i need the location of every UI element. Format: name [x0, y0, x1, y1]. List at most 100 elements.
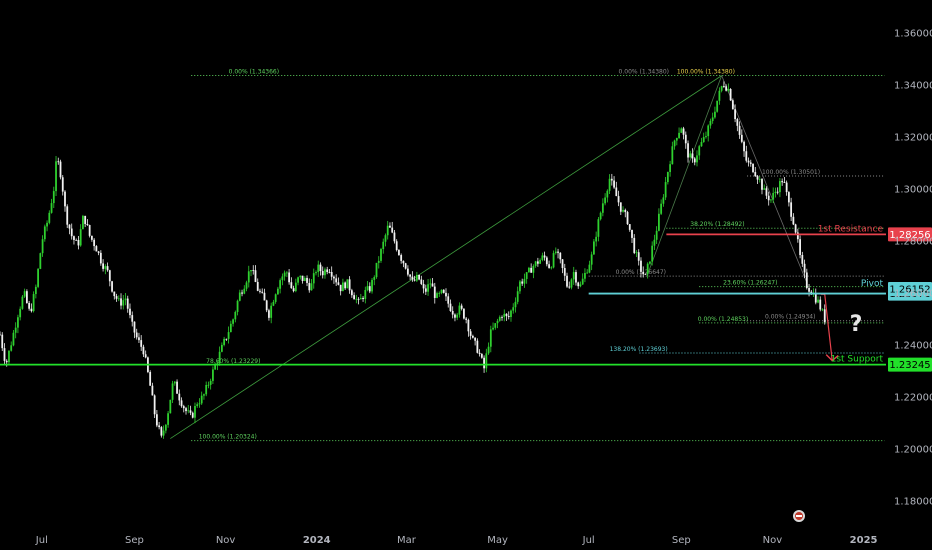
candle-body — [687, 143, 689, 158]
candle-body — [691, 153, 694, 159]
annotations: ? — [793, 312, 862, 522]
candle-body — [536, 261, 539, 264]
candle-body — [404, 263, 407, 269]
trend-line — [170, 75, 722, 439]
candle-body — [55, 161, 57, 192]
candle-body — [790, 202, 793, 217]
candle-body — [61, 177, 64, 192]
candle-body — [617, 196, 620, 203]
candle-body — [164, 424, 167, 431]
candle-body — [8, 350, 10, 363]
candle-body — [586, 272, 589, 274]
candle-body — [705, 136, 707, 138]
candle-body — [557, 251, 559, 253]
candle-body — [353, 295, 356, 300]
x-tick-label: Nov — [216, 535, 236, 546]
candle-body — [465, 318, 468, 320]
candle-body — [575, 272, 577, 283]
candle-body — [413, 279, 416, 281]
candle-body — [395, 241, 398, 251]
candle-body — [803, 263, 806, 273]
candle-body — [626, 212, 629, 225]
candle-body — [601, 203, 604, 213]
candle-body — [781, 181, 784, 183]
candle-body — [131, 315, 134, 322]
fib-label: 138.20% (1.23693) — [610, 346, 668, 353]
candle-body — [138, 337, 140, 341]
candle-body — [801, 254, 804, 264]
candle-body — [808, 288, 810, 292]
candle-body — [420, 279, 423, 284]
candle-body — [411, 276, 414, 280]
candle-body — [519, 281, 521, 292]
y-tick-label: 1.18000 — [894, 497, 932, 508]
level-label: 1st Support — [831, 355, 884, 365]
candle-body — [384, 235, 387, 242]
fib-label: 0.00% (1.24853) — [698, 316, 748, 323]
candle-body — [368, 286, 371, 292]
candle-body — [10, 345, 13, 351]
candle-body — [303, 277, 306, 281]
candle-body — [37, 268, 39, 287]
candle-body — [696, 155, 698, 163]
candle-body — [265, 300, 268, 311]
candle-body — [642, 271, 645, 275]
candle-body — [335, 278, 338, 283]
y-tick-label: 1.28000 — [894, 237, 932, 248]
candle-body — [106, 266, 109, 271]
candle-body — [418, 274, 420, 280]
fib-label: 100.00% (1.34380) — [677, 68, 735, 75]
candle-body — [458, 305, 461, 315]
candle-body — [203, 394, 205, 396]
candle-body — [817, 299, 819, 303]
candle-body — [315, 272, 317, 274]
candle-body — [200, 395, 203, 404]
fib-label: 0.00% (1.34380) — [619, 68, 669, 75]
candle-body — [631, 229, 633, 238]
candle-body — [570, 279, 573, 288]
candle-body — [205, 384, 208, 395]
candle-body — [498, 317, 501, 321]
candle-body — [431, 283, 434, 287]
candle-body — [75, 239, 78, 241]
candle-body — [552, 253, 555, 268]
candle-body — [393, 232, 396, 242]
candle-body — [19, 308, 22, 318]
candle-body — [489, 329, 492, 347]
candle-body — [758, 179, 761, 180]
candle-body — [456, 314, 459, 318]
candle-body — [3, 348, 6, 361]
candle-body — [615, 187, 618, 197]
candle-body — [736, 119, 739, 126]
price-tag — [888, 282, 932, 297]
candle-body — [122, 300, 125, 306]
candle-body — [355, 298, 358, 300]
candle-body — [734, 109, 736, 120]
candle-body — [14, 327, 17, 333]
candle-body — [48, 212, 51, 223]
candle-body — [250, 270, 252, 272]
time-axis[interactable]: Jul Sep Nov 2024 Mar May Jul Sep Nov 2025 — [35, 535, 878, 546]
x-tick-label: Sep — [125, 535, 144, 546]
price-axis[interactable]: 1.36000 1.34000 1.32000 1.30000 1.28000 1.260… — [894, 29, 932, 508]
candle-body — [774, 191, 777, 193]
candle-body — [442, 289, 445, 293]
candle-body — [543, 255, 546, 258]
candle-body — [90, 235, 93, 240]
candle-body — [306, 277, 308, 283]
candle-body — [666, 172, 669, 183]
candle-body — [218, 351, 221, 364]
candle-body — [252, 270, 255, 271]
candle-body — [581, 278, 584, 285]
question-mark-icon: ? — [850, 312, 863, 337]
candle-body — [151, 385, 154, 396]
economic-event-icon[interactable] — [793, 510, 805, 522]
candle-body — [391, 227, 394, 233]
candle-body — [783, 182, 786, 183]
candle-body — [649, 261, 651, 264]
candle-body — [142, 346, 145, 355]
candle-body — [646, 263, 649, 275]
candle-body — [454, 314, 456, 318]
